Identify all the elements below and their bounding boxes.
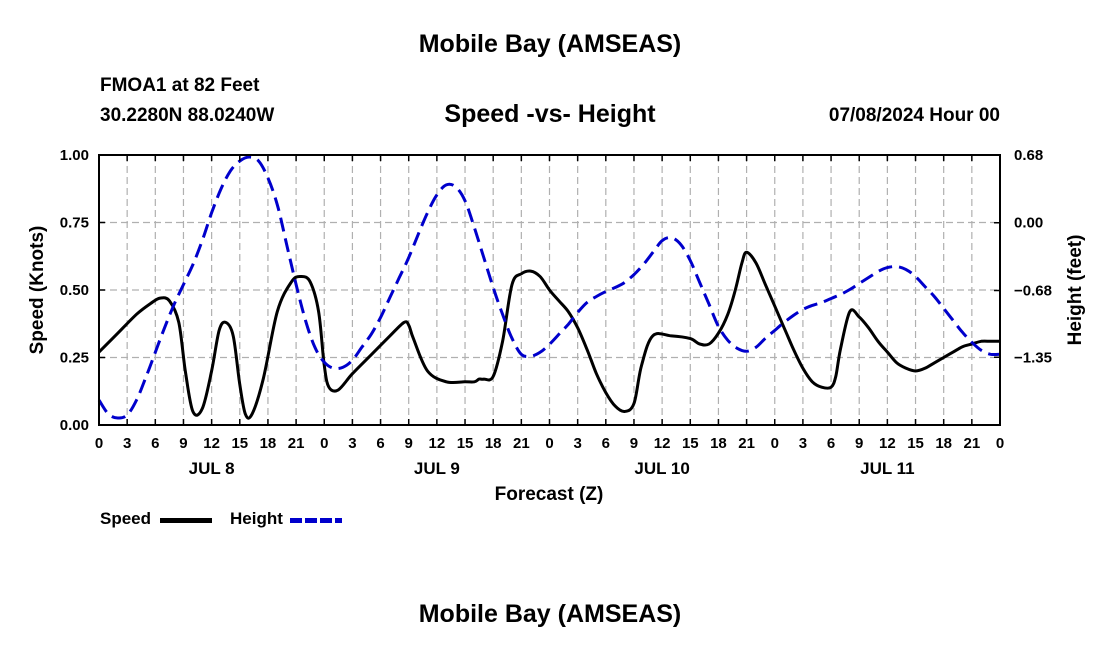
station-label: FMOA1 at 82 Feet: [100, 75, 260, 96]
x-tick-label: 15: [907, 435, 924, 452]
x-tick-label: 18: [710, 435, 727, 452]
x-tick-label: 9: [405, 435, 413, 452]
x-tick-label: 6: [376, 435, 384, 452]
x-tick-label: 6: [602, 435, 610, 452]
x-tick-label: 21: [738, 435, 755, 452]
speed-series-line: [97, 250, 1000, 420]
x-tick-label: 18: [935, 435, 952, 452]
y-tick-label: 1.00: [60, 147, 89, 164]
axes: 0 3 6 9 12 15 18 21 0 3 6 9 12 15 18 21 0 3 6 9 12 15 18 21 0 3 6 9…: [60, 147, 1052, 478]
y2-tick-label: 0.00: [1014, 215, 1043, 232]
y-tick-label: 0.75: [60, 215, 89, 232]
legend-height-label: Height: [230, 509, 283, 528]
day-label: JUL 8: [189, 459, 235, 478]
main-title: Mobile Bay (AMSEAS): [418, 30, 682, 58]
x-tick-label: 3: [348, 435, 356, 452]
x-tick-label: 6: [151, 435, 159, 452]
day-label: JUL 11: [860, 459, 915, 478]
x-tick-label: 0: [996, 435, 1004, 452]
forecast-datetime: 07/08/2024 Hour 00: [828, 105, 1000, 126]
x-tick-label: 0: [95, 435, 103, 452]
x-tick-label: 12: [429, 435, 446, 452]
legend-height-swatch: [290, 518, 342, 523]
station-coordinates: 30.2280N 88.0240W: [100, 105, 275, 126]
x-tick-label: 9: [179, 435, 187, 452]
x-tick-label: 12: [879, 435, 896, 452]
x-tick-label: 0: [771, 435, 779, 452]
x-tick-label: 12: [203, 435, 220, 452]
x-tick-label: 9: [855, 435, 863, 452]
x-tick-label: 3: [799, 435, 807, 452]
day-label: JUL 10: [634, 459, 689, 478]
x-tick-label: 21: [964, 435, 981, 452]
x-tick-label: 3: [123, 435, 131, 452]
height-series-line: [97, 155, 1001, 420]
x-tick-label: 15: [457, 435, 474, 452]
x-tick-label: 18: [260, 435, 277, 452]
x-tick-label: 21: [288, 435, 305, 452]
x-tick-label: 15: [682, 435, 699, 452]
x-tick-label: 12: [654, 435, 671, 452]
chart-subtitle: Speed -vs- Height: [444, 100, 656, 128]
x-tick-label: 0: [320, 435, 328, 452]
y-tick-label: 0.00: [60, 417, 89, 434]
x-tick-label: 0: [545, 435, 553, 452]
y2-tick-label: −0.68: [1014, 282, 1052, 299]
x-tick-label: 3: [573, 435, 581, 452]
x-tick-label: 6: [827, 435, 835, 452]
legend-speed-label: Speed: [100, 509, 152, 528]
y-axis-label: Speed (Knots): [27, 226, 48, 355]
x-tick-label: 21: [513, 435, 530, 452]
footer-title: Mobile Bay (AMSEAS): [418, 600, 682, 628]
y-tick-label: 0.25: [60, 350, 89, 367]
series-layer: [97, 155, 1001, 420]
x-tick-label: 15: [231, 435, 248, 452]
day-label: JUL 9: [414, 459, 460, 478]
y2-tick-label: −1.35: [1014, 349, 1052, 366]
x-axis-label: Forecast (Z): [495, 484, 604, 505]
y-tick-label: 0.50: [60, 282, 89, 299]
y2-tick-label: 0.68: [1014, 147, 1043, 164]
x-tick-label: 9: [630, 435, 638, 452]
y2-axis-label: Height (feet): [1065, 235, 1086, 346]
x-tick-label: 18: [485, 435, 502, 452]
legend-speed-swatch: [160, 518, 212, 523]
